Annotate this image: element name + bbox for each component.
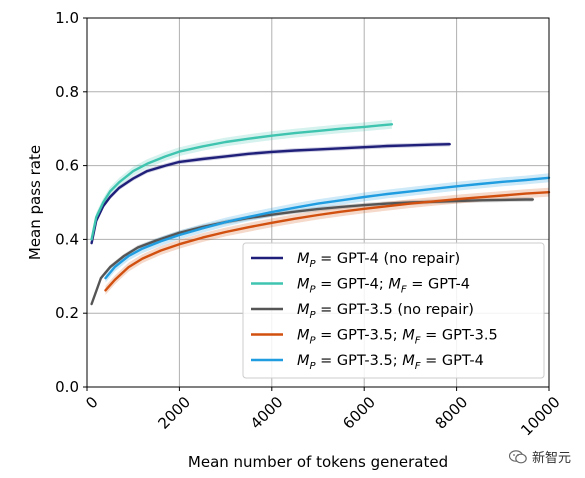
x-tick-label: 6000 [339, 393, 379, 433]
y-tick-label: 0.6 [55, 157, 79, 175]
legend-text-part: = [421, 328, 442, 344]
wechat-icon [508, 449, 527, 463]
legend-text-part: M [297, 277, 310, 293]
y-tick-label: 0.0 [55, 378, 79, 396]
legend-text-part: = [316, 251, 337, 267]
legend-text-part: GPT-4 [442, 353, 484, 369]
legend-text-part: M [388, 277, 401, 293]
series-band-4 [105, 187, 549, 295]
x-tick-label: 0 [82, 393, 101, 412]
legend-entry-1: MP = GPT-4 (no repair) [297, 251, 460, 270]
legend-text-part: GPT-4 (no repair) [337, 251, 460, 267]
y-tick-label: 0.8 [55, 83, 79, 101]
series-line-3 [90, 198, 534, 306]
legend-text-part: P [310, 361, 317, 372]
legend-text-part: M [297, 353, 310, 369]
x-tick-label: 2000 [154, 393, 194, 433]
series-line-2 [90, 123, 394, 241]
legend-text-part: M [297, 328, 310, 344]
series-line-5 [104, 176, 551, 280]
legend-text-part: = [407, 277, 428, 293]
legend-text-part: P [310, 336, 317, 347]
legend-entry-3: MP = GPT-3.5 (no repair) [297, 302, 474, 321]
legend-box [242, 242, 545, 379]
legend-entry-5: MP = GPT-3.5; MF = GPT-4 [297, 353, 484, 372]
legend-text-part: GPT-3.5; [337, 353, 402, 369]
x-axis-label: Mean number of tokens generated [188, 453, 448, 471]
legend-text-part: M [402, 353, 415, 369]
legend-text-part: = [316, 277, 337, 293]
series-lines [90, 123, 551, 306]
legend-text-part: = [316, 328, 337, 344]
watermark: 新智元 [508, 447, 571, 466]
legend-text-part: = [316, 353, 337, 369]
x-tick-label: 4000 [247, 393, 287, 433]
legend-text-part: GPT-3.5 [442, 328, 498, 344]
legend-text-part: GPT-3.5 (no repair) [337, 302, 474, 318]
legend-text-part: M [402, 328, 415, 344]
legend-text-part: P [310, 310, 317, 321]
legend-text-part: = [421, 353, 442, 369]
y-tick-label: 1.0 [55, 9, 79, 27]
x-tick-label: 8000 [432, 393, 472, 433]
x-axis-ticks: 0 2000 4000 6000 8000 10000 [82, 387, 564, 439]
series-line-1 [90, 142, 451, 245]
legend-text-part: M [297, 251, 310, 267]
x-tick-label: 10000 [517, 393, 563, 439]
legend-text-part: GPT-4 [428, 277, 470, 293]
legend-text-part: = [316, 302, 337, 318]
y-tick-label: 0.4 [55, 230, 79, 248]
legend-text-part: M [297, 302, 310, 318]
legend-text-part: F [401, 285, 407, 296]
plot-frame [86, 17, 550, 388]
legend-text-part: P [310, 259, 317, 270]
watermark-text: 新智元 [531, 451, 571, 466]
legend-text-part: GPT-4; [337, 277, 388, 293]
legend-entry-2: MP = GPT-4; MF = GPT-4 [297, 277, 470, 296]
series-line-4 [104, 190, 551, 292]
y-tick-label: 0.2 [55, 304, 79, 322]
legend: MP = GPT-4 (no repair)MP = GPT-4; MF = G… [242, 242, 545, 379]
legend-entry-4: MP = GPT-3.5; MF = GPT-3.5 [297, 328, 498, 347]
legend-text-part: F [415, 336, 421, 347]
legend-text-part: GPT-3.5; [337, 328, 402, 344]
y-axis-label: Mean pass rate [26, 145, 44, 260]
y-axis-ticks: 0.0 0.2 0.4 0.6 0.8 1.0 [55, 9, 87, 396]
legend-text-part: P [310, 285, 317, 296]
legend-text-part: F [415, 361, 421, 372]
